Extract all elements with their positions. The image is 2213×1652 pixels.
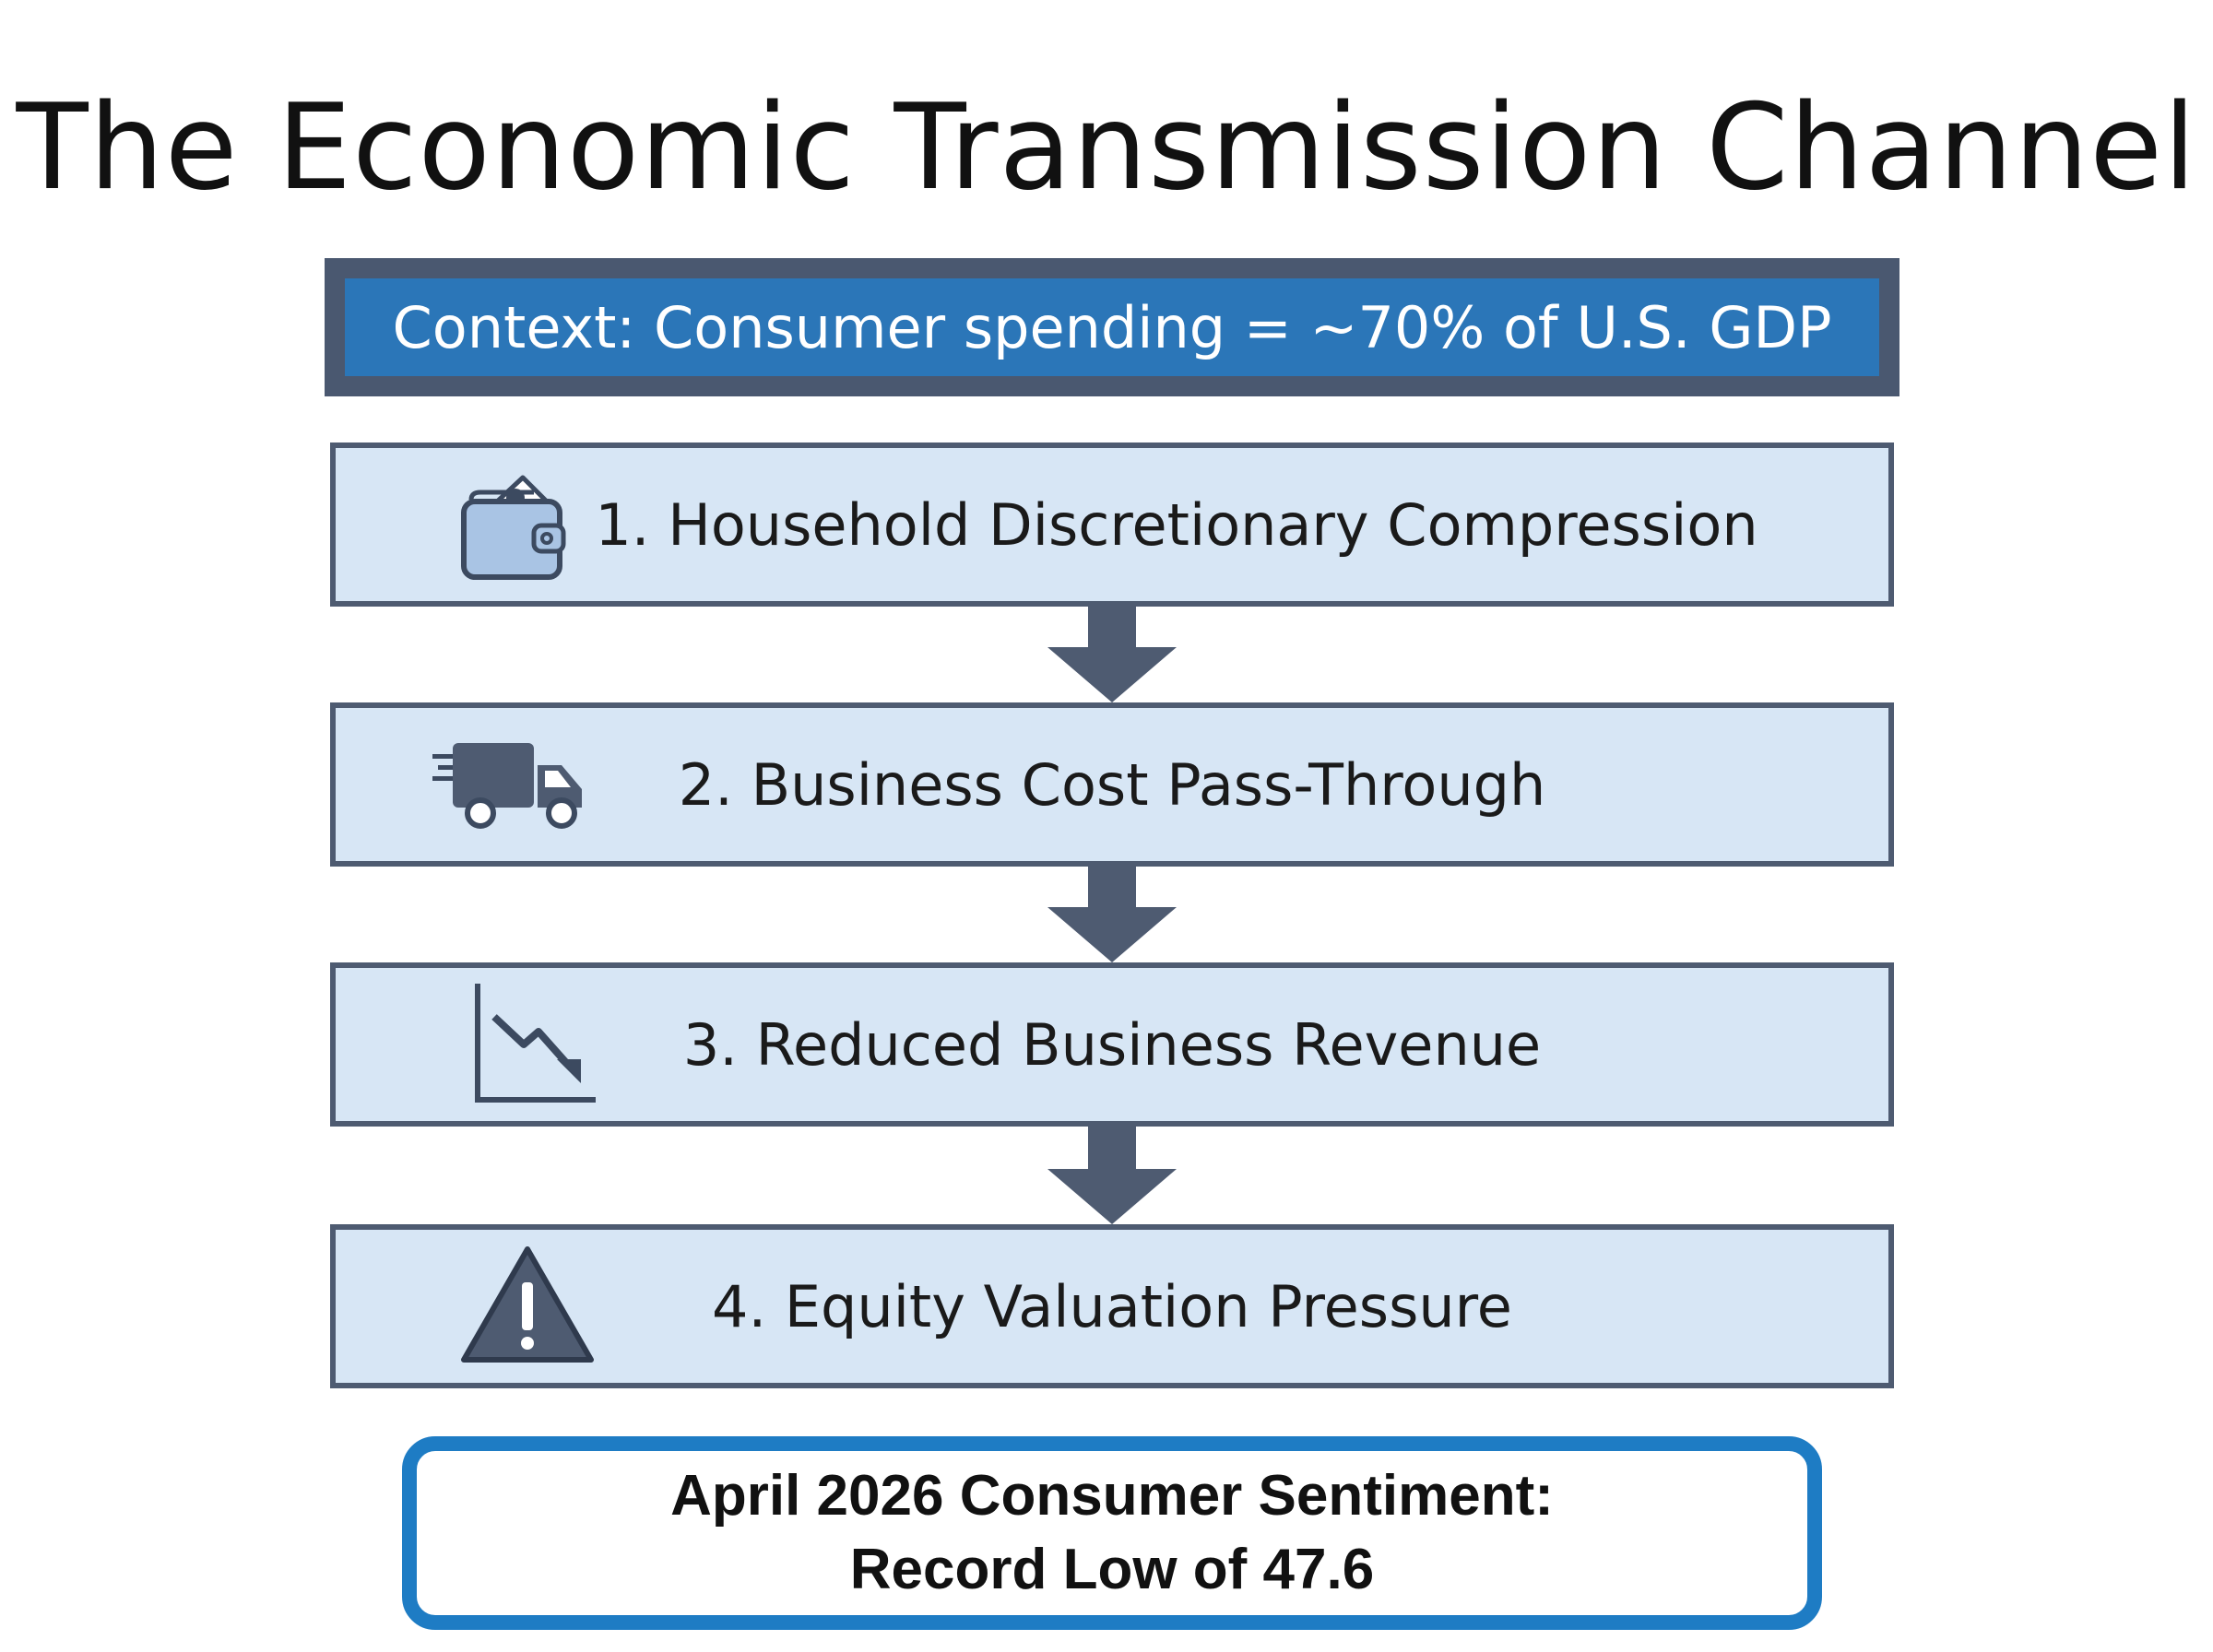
diagram-title: The Economic Transmission Channel <box>16 79 2197 217</box>
wallet-icon <box>424 448 590 601</box>
step-household-compression: 1. Household Discretionary Compression <box>330 442 1894 607</box>
context-banner: Context: Consumer spending = ~70% of U.S… <box>325 258 1899 396</box>
step-label: 2. Business Cost Pass-Through <box>678 750 1546 819</box>
delivery-truck-icon <box>428 708 594 861</box>
step-label: 1. Household Discretionary Compression <box>595 490 1758 559</box>
arrow-down-icon <box>1047 865 1177 962</box>
context-text: Context: Consumer spending = ~70% of U.S… <box>345 278 1879 376</box>
consumer-sentiment-callout: April 2026 Consumer Sentiment: Record Lo… <box>402 1436 1822 1630</box>
declining-chart-icon <box>454 968 620 1121</box>
step-reduced-revenue: 3. Reduced Business Revenue <box>330 962 1894 1127</box>
step-equity-pressure: 4. Equity Valuation Pressure <box>330 1224 1894 1388</box>
arrow-down-icon <box>1047 1127 1177 1224</box>
step-label: 4. Equity Valuation Pressure <box>712 1272 1512 1340</box>
callout-line-1: April 2026 Consumer Sentiment: <box>670 1464 1554 1528</box>
warning-icon <box>444 1230 610 1383</box>
arrow-down-icon <box>1047 605 1177 702</box>
step-cost-pass-through: 2. Business Cost Pass-Through <box>330 702 1894 867</box>
callout-line-2: Record Low of 47.6 <box>849 1538 1375 1601</box>
step-label: 3. Reduced Business Revenue <box>682 1010 1542 1079</box>
